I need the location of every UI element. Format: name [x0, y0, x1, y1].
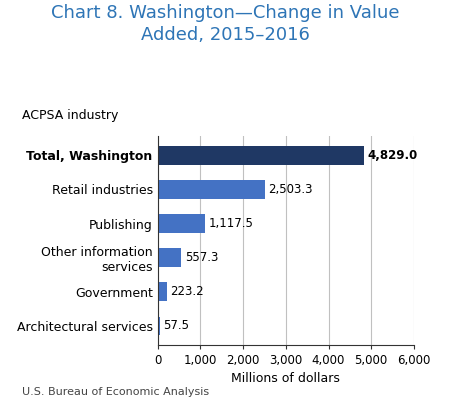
Text: 557.3: 557.3 — [185, 251, 218, 264]
X-axis label: Millions of dollars: Millions of dollars — [231, 373, 340, 385]
Bar — [158, 248, 181, 267]
Text: 1,117.5: 1,117.5 — [209, 217, 253, 230]
Bar — [158, 214, 205, 233]
Text: Chart 8. Washington—Change in Value
Added, 2015–2016: Chart 8. Washington—Change in Value Adde… — [51, 4, 399, 44]
Text: ACPSA industry: ACPSA industry — [22, 109, 119, 122]
Text: 57.5: 57.5 — [163, 320, 189, 332]
Bar — [158, 282, 167, 301]
Text: 4,829.0: 4,829.0 — [367, 149, 418, 162]
Text: 2,503.3: 2,503.3 — [268, 183, 312, 196]
Text: U.S. Bureau of Economic Analysis: U.S. Bureau of Economic Analysis — [22, 387, 210, 397]
Bar — [158, 317, 160, 335]
Bar — [158, 180, 265, 199]
Text: 223.2: 223.2 — [171, 286, 204, 298]
Bar — [158, 146, 364, 164]
